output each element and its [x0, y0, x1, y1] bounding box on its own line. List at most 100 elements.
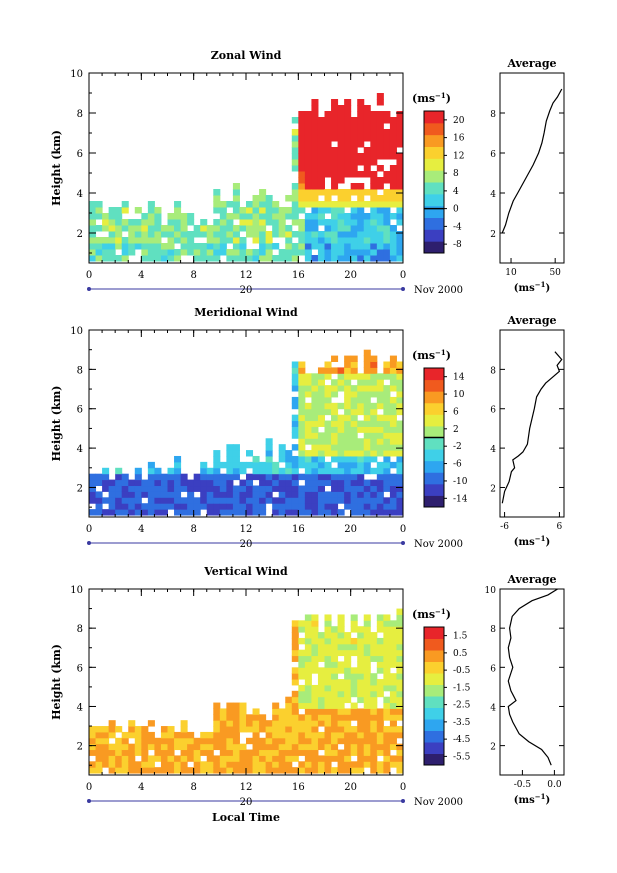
heatmap-cell [259, 255, 267, 262]
heatmap-cell [278, 509, 286, 516]
heatmap-cell [363, 673, 371, 680]
heatmap-cell [337, 690, 345, 698]
heatmap-cell [396, 402, 404, 410]
heatmap-cell [285, 509, 293, 516]
heatmap-cell [285, 503, 293, 510]
heatmap-cell [317, 231, 325, 238]
colorbar-segment [424, 472, 444, 485]
heatmap-cell [357, 159, 365, 166]
heatmap-cell [298, 743, 306, 751]
heatmap-cell [285, 737, 293, 745]
heatmap-cell [200, 479, 208, 487]
x-axis-label: Local Time [212, 811, 280, 824]
heatmap-cell [298, 649, 306, 657]
heatmap-cell [337, 626, 345, 633]
heatmap-cell [304, 673, 312, 680]
heatmap-cell [376, 485, 384, 492]
heatmap-cell [108, 491, 116, 498]
heatmap-cell [396, 749, 404, 756]
heatmap-cell [357, 243, 365, 250]
heatmap-cell [337, 141, 345, 148]
heatmap-cell [363, 373, 371, 380]
heatmap-cell [337, 219, 345, 226]
heatmap-cell [298, 684, 306, 692]
heatmap-cell [121, 201, 129, 208]
heatmap-cell [278, 720, 286, 727]
heatmap-cell [278, 708, 286, 715]
heatmap-cell [324, 679, 332, 686]
heatmap-cell [291, 467, 299, 475]
heatmap-cell [213, 207, 221, 214]
heatmap-cell [396, 201, 404, 208]
heatmap-cell [187, 743, 195, 751]
heatmap-cell [291, 189, 299, 196]
heatmap-cell [370, 420, 378, 427]
heatmap-cell [95, 479, 103, 487]
heatmap-cell [226, 219, 234, 226]
heatmap-cell [298, 690, 306, 698]
heatmap-cell [226, 255, 234, 262]
heatmap-cell [344, 408, 352, 416]
heatmap-cell [376, 450, 384, 457]
heatmap-cell [232, 243, 240, 250]
heatmap-cell [331, 249, 339, 256]
heatmap-cell [350, 367, 358, 374]
heatmap-cell [219, 755, 227, 762]
heatmap-cell [383, 195, 391, 202]
heatmap-cell [252, 455, 260, 463]
heatmap-cell [311, 714, 319, 721]
heatmap-cell [108, 225, 116, 232]
heatmap-cell [389, 673, 397, 680]
heatmap-cell [344, 485, 352, 492]
heatmap-cell [272, 255, 280, 262]
heatmap-cell [357, 708, 365, 715]
heatmap-cell [317, 755, 325, 762]
heatmap-cell [174, 491, 182, 498]
heatmap-cell [239, 714, 247, 721]
heatmap-cell [357, 129, 365, 136]
heatmap-cell [331, 455, 339, 463]
heatmap-cell [259, 503, 267, 510]
heatmap-cell [344, 714, 352, 721]
heatmap-cell [317, 123, 325, 130]
x-tick-label: 0 [86, 270, 92, 281]
heatmap-cell [389, 141, 397, 148]
heatmap-cell [226, 726, 234, 733]
heatmap-cell [383, 402, 391, 410]
heatmap-cell [128, 479, 136, 487]
heatmap-cell [311, 391, 319, 398]
heatmap-cell [272, 467, 280, 475]
heatmap-cell [311, 626, 319, 633]
heatmap-cell [337, 461, 345, 469]
heatmap-cell [357, 225, 365, 232]
heatmap-cell [167, 761, 175, 768]
colorbar-segment [424, 414, 444, 427]
heatmap-cell [272, 755, 280, 762]
heatmap-cell [396, 432, 404, 439]
heatmap-cell [291, 749, 299, 756]
heatmap-cell [272, 714, 280, 721]
heatmap-cell [383, 153, 391, 160]
heatmap-cell [121, 207, 129, 214]
colorbar-segment [424, 241, 444, 254]
heatmap-cell [89, 491, 97, 498]
heatmap-cell [311, 455, 319, 463]
heatmap-cell [89, 213, 97, 220]
heatmap-cell [370, 231, 378, 238]
heatmap-cell [304, 714, 312, 721]
heatmap-cell [291, 690, 299, 698]
heatmap-cell [344, 99, 352, 106]
heatmap-cell [272, 509, 280, 516]
heatmap-cell [357, 237, 365, 244]
heatmap-cell [344, 391, 352, 398]
heatmap-cell [265, 255, 273, 262]
heatmap-cell [200, 225, 208, 232]
heatmap-cell [160, 249, 168, 256]
heatmap-cell [324, 420, 332, 427]
heatmap-cell [298, 171, 306, 178]
heatmap-cell [383, 177, 391, 184]
heatmap-cell [115, 219, 123, 226]
heatmap-cell [102, 755, 110, 762]
heatmap-cell [317, 714, 325, 721]
heatmap-cell [363, 201, 371, 208]
